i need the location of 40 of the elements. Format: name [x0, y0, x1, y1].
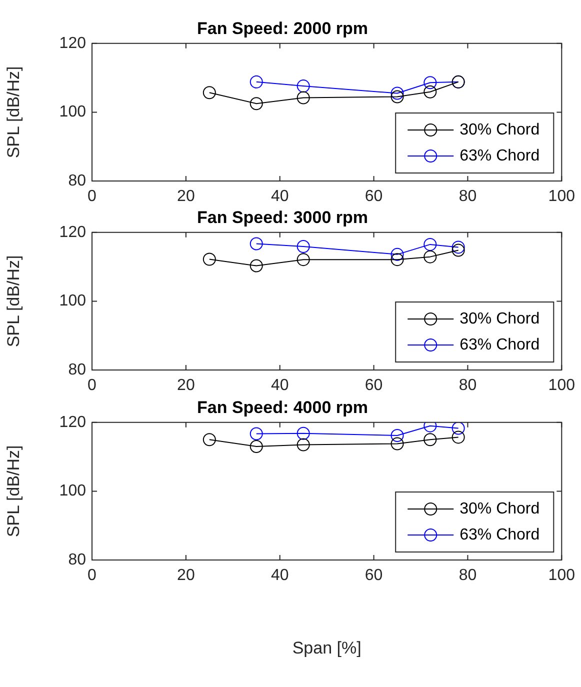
- y-axis-title: SPL [dB/Hz]: [4, 255, 23, 348]
- x-tick-label: 60: [364, 567, 383, 584]
- legend-label: 63% Chord: [460, 526, 540, 544]
- legend-label: 63% Chord: [460, 147, 540, 164]
- y-axis-title: SPL [dB/Hz]: [4, 445, 23, 538]
- legend-label: 30% Chord: [460, 310, 540, 328]
- chart-title: Fan Speed: 2000 rpm: [196, 18, 368, 38]
- y-tick-label: 80: [68, 361, 86, 378]
- y-tick-label: 80: [68, 551, 86, 568]
- x-tick-label: 40: [270, 188, 289, 206]
- y-tick-label: 120: [59, 414, 86, 431]
- legend-label: 30% Chord: [460, 500, 540, 518]
- y-tick-label: 100: [59, 104, 86, 121]
- x-tick-label: 100: [548, 377, 576, 394]
- y-tick-label: 100: [59, 482, 86, 500]
- y-tick-label: 120: [59, 224, 86, 241]
- x-tick-label: 40: [270, 567, 289, 584]
- y-tick-label: 80: [68, 172, 86, 190]
- x-axis-title: Span [%]: [292, 638, 362, 658]
- x-tick-label: 0: [88, 188, 97, 206]
- x-tick-label: 80: [458, 188, 477, 206]
- legend-label: 63% Chord: [460, 336, 540, 354]
- x-tick-label: 100: [548, 188, 576, 206]
- x-tick-label: 60: [364, 188, 383, 206]
- chart-title: Fan Speed: 3000 rpm: [196, 208, 368, 227]
- x-tick-label: 0: [88, 377, 97, 394]
- y-axis-title: SPL [dB/Hz]: [4, 66, 23, 158]
- x-tick-label: 0: [88, 567, 97, 584]
- y-tick-label: 120: [59, 34, 86, 52]
- x-tick-label: 80: [458, 567, 477, 584]
- chart-title: Fan Speed: 4000 rpm: [196, 398, 368, 417]
- x-tick-label: 20: [177, 567, 195, 584]
- x-tick-label: 20: [177, 188, 195, 206]
- x-tick-label: 100: [548, 567, 576, 584]
- x-tick-label: 60: [364, 377, 383, 394]
- legend-label: 30% Chord: [460, 121, 540, 138]
- y-tick-label: 100: [59, 292, 86, 310]
- x-tick-label: 40: [270, 377, 289, 394]
- x-tick-label: 20: [177, 377, 195, 394]
- x-tick-label: 80: [458, 377, 477, 394]
